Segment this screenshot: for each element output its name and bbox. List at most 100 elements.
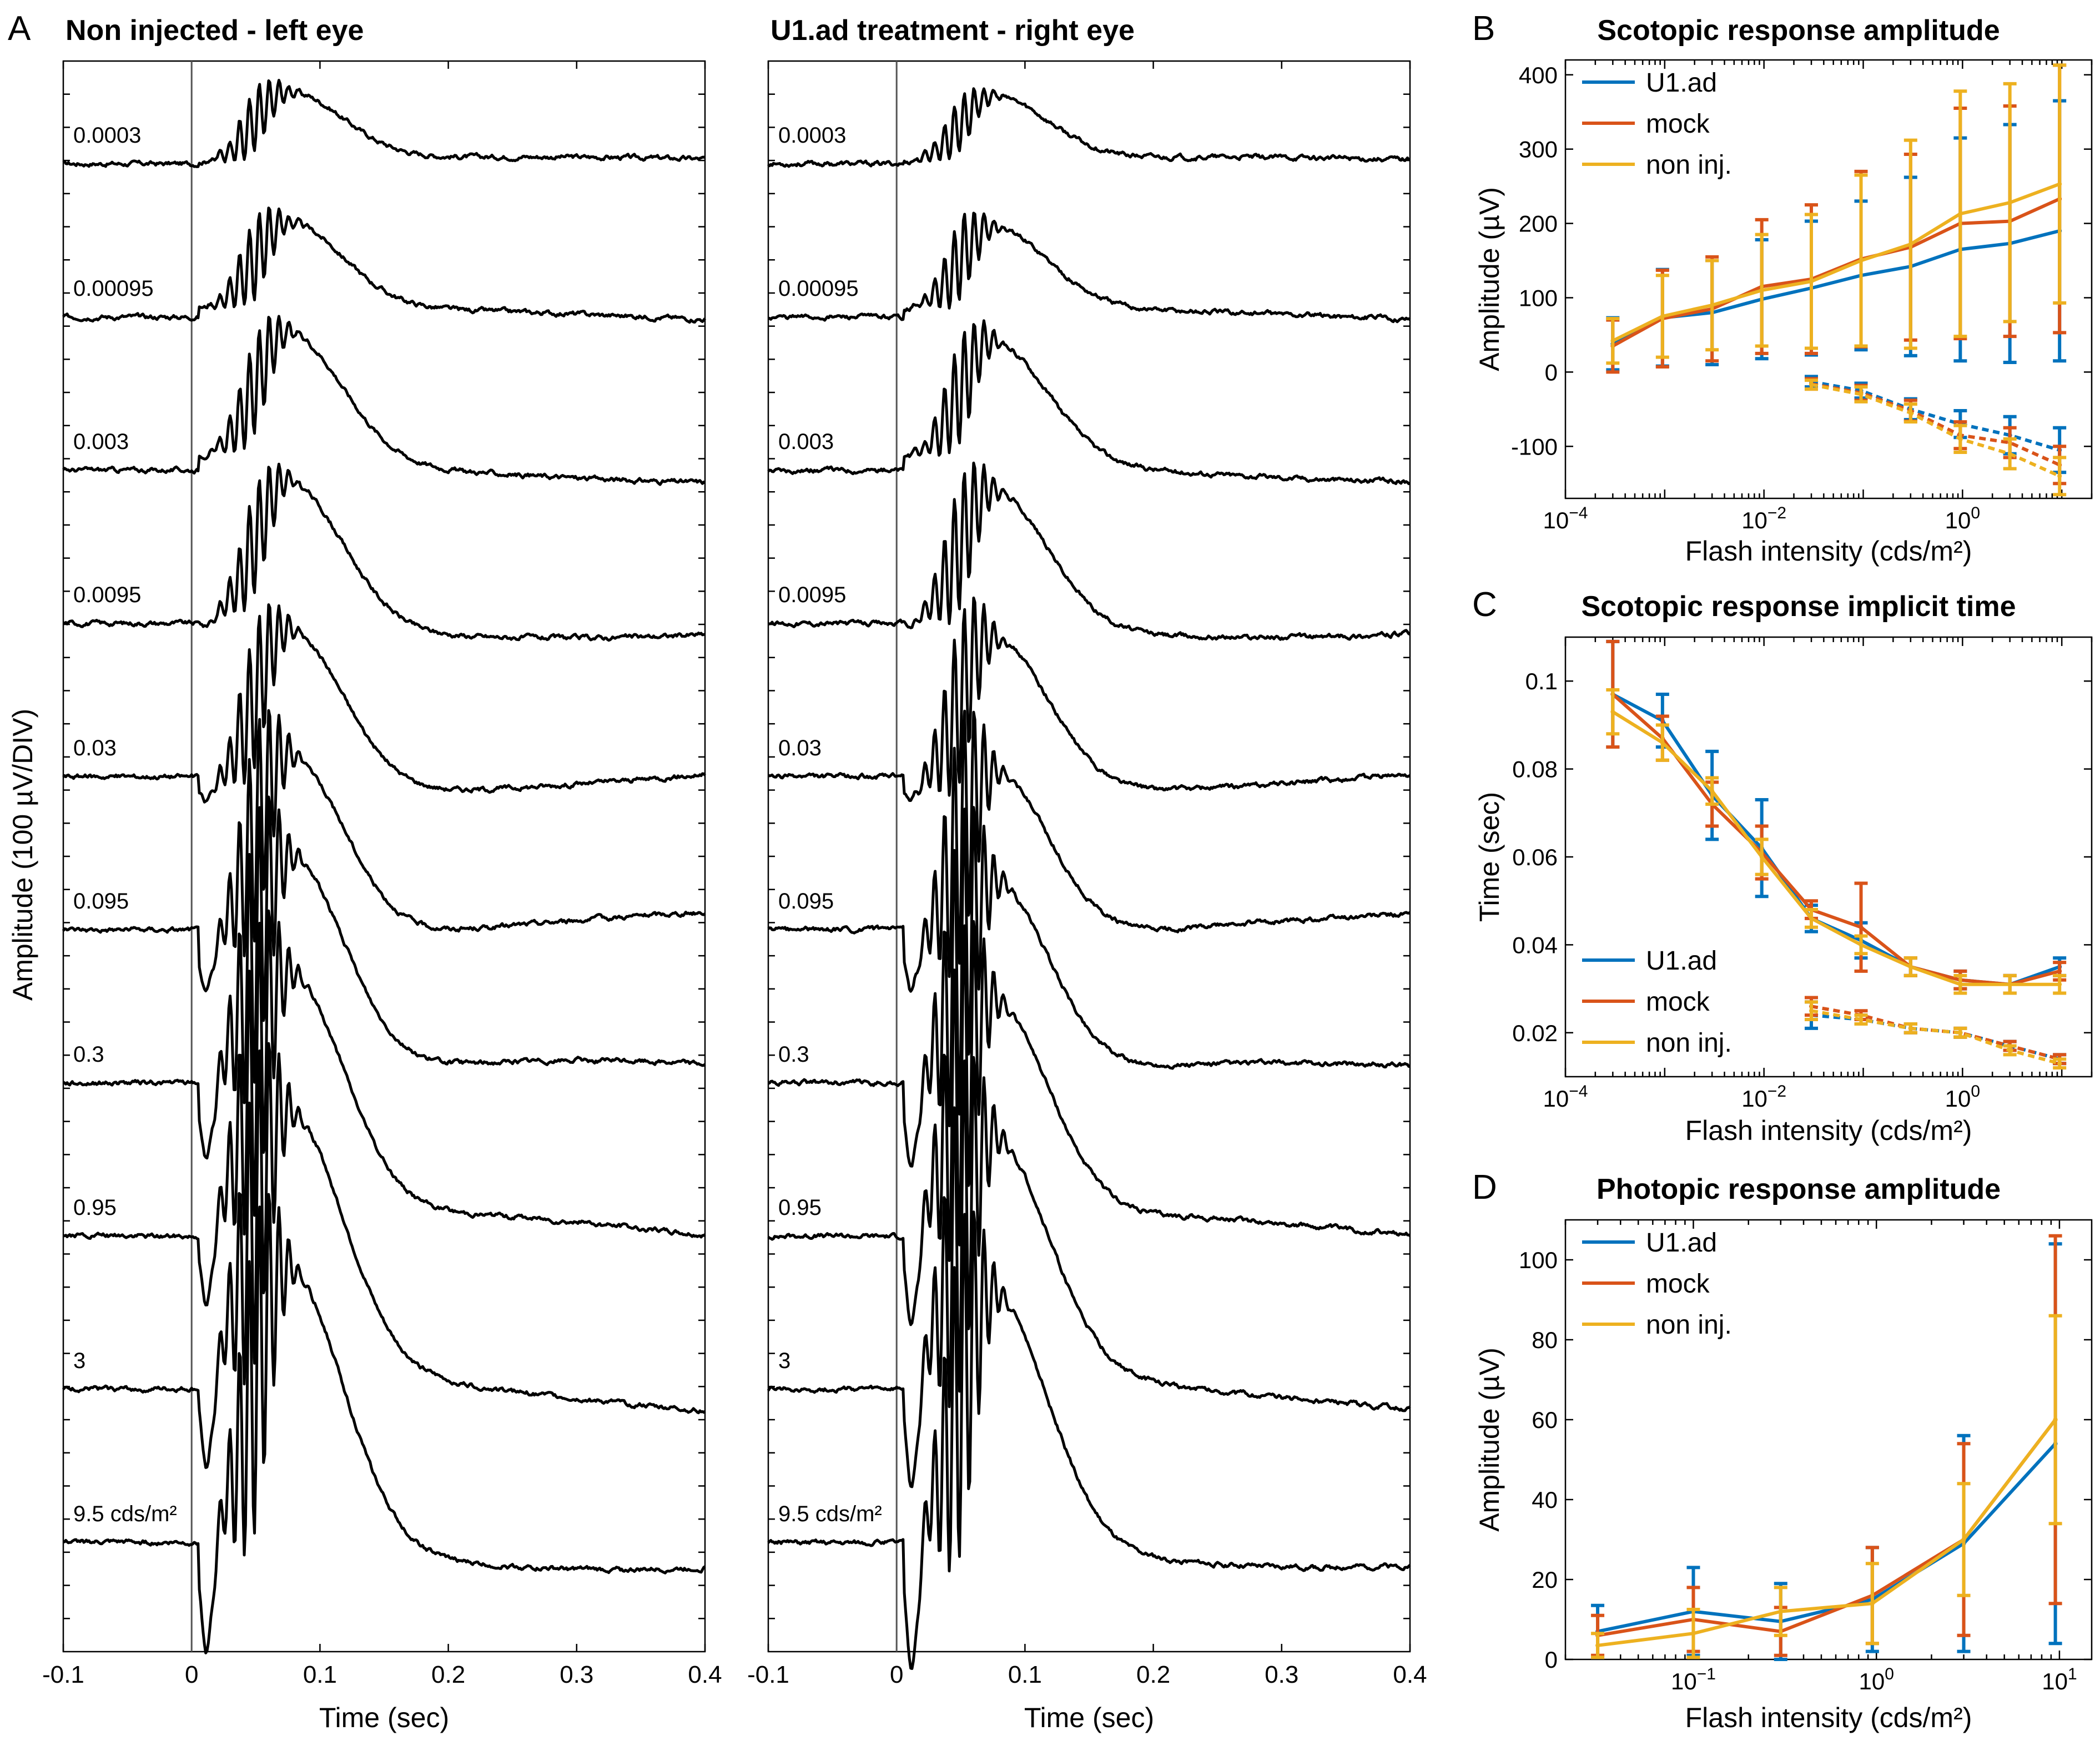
data-point	[1908, 411, 1913, 416]
y-axis-label: Amplitude (µV)	[1474, 1348, 1505, 1532]
series-line	[1611, 710, 2060, 986]
erg-trace	[767, 1056, 1411, 1488]
x-tick-label: 101	[2042, 1665, 2077, 1694]
x-tick-label: -0.1	[42, 1661, 84, 1688]
x-tick-label: 10−4	[1543, 504, 1588, 533]
data-point	[1759, 288, 1764, 293]
erg-trace	[62, 79, 706, 168]
data-point	[1908, 965, 1913, 969]
data-point	[2053, 1417, 2058, 1422]
erg-panel-right: U1.ad treatment - right eye 0.0003 0.0009…	[747, 14, 1427, 1733]
x-tick-label: 0	[185, 1661, 198, 1688]
y-axis-label: Amplitude (µV)	[1474, 187, 1505, 371]
y-tick-label: 80	[1532, 1327, 1558, 1353]
plot-frame	[767, 60, 1411, 1653]
trace-label: 0.95	[778, 1195, 822, 1220]
erg-panel-left: Non injected - left eye 0.00030.000950.0…	[7, 14, 722, 1733]
y-tick-label: -100	[1511, 433, 1558, 460]
legend-label: mock	[1646, 987, 1710, 1017]
chart-title: Scotopic response amplitude	[1597, 14, 2000, 47]
data-point	[1809, 382, 1814, 387]
x-axis-label: Flash intensity (cds/m²)	[1685, 1115, 1972, 1146]
plot-layer: 0 20 40 60 80 100 10−1 100 101	[1519, 1220, 2092, 1694]
trace-label: 0.95	[73, 1195, 117, 1220]
y-tick-label: 0.04	[1512, 932, 1558, 958]
erg-trace	[63, 909, 706, 1306]
y-tick-label: 0	[1545, 1647, 1558, 1673]
y-tick-label: 40	[1532, 1487, 1558, 1513]
panel-letter-a: A	[8, 9, 31, 48]
panel-a-right-title: U1.ad treatment - right eye	[770, 14, 1135, 47]
series-line	[1811, 380, 2061, 452]
erg-trace	[767, 709, 1411, 993]
series-line	[1597, 1442, 2057, 1633]
legend: U1.ad mock non inj.	[1582, 68, 1732, 180]
trace-label: 9.5 cds/m²	[73, 1502, 177, 1526]
erg-trace	[62, 795, 706, 1160]
trace-label: 0.00095	[778, 276, 859, 301]
data-point	[2007, 982, 2012, 987]
x-tick-labels: -0.1 0 0.1 0.2 0.3 0.4	[42, 1661, 722, 1688]
data-point	[1958, 1030, 1963, 1035]
photopic-amplitude-chart: Photopic response amplitude 0 20 40 60 80 100…	[1474, 1173, 2093, 1733]
plot-frame	[62, 60, 706, 1653]
y-tick-label: 60	[1532, 1407, 1558, 1433]
erg-traces	[62, 79, 706, 1654]
data-point	[1660, 314, 1665, 319]
x-tick-label: 0.4	[1393, 1661, 1427, 1688]
trace-label: 0.0003	[73, 123, 141, 148]
series-line	[1611, 693, 2061, 986]
erg-trace	[63, 462, 706, 642]
legend-label: U1.ad	[1646, 68, 1717, 98]
x-tick-label: 0.1	[1008, 1661, 1042, 1688]
data-point	[1859, 942, 1864, 947]
erg-trace	[767, 319, 1411, 486]
erg-trace	[768, 461, 1411, 641]
x-axis-label: Time (sec)	[319, 1702, 449, 1733]
x-tick-label: 10−2	[1741, 1082, 1786, 1112]
trace-label: 3	[778, 1349, 790, 1373]
erg-trace	[62, 315, 706, 486]
data-point	[1859, 1017, 1864, 1022]
series-line	[1597, 1419, 2057, 1647]
data-point	[1778, 1609, 1783, 1614]
erg-trace	[767, 87, 1411, 168]
legend-label: non inj.	[1646, 150, 1732, 180]
erg-trace	[62, 709, 706, 992]
erg-traces	[767, 87, 1411, 1670]
panel-letter-c: C	[1472, 586, 1497, 624]
data-point	[1809, 916, 1814, 921]
data-point	[2057, 181, 2062, 186]
x-tick-label: 0.3	[1265, 1661, 1298, 1688]
y-tick-label: 0.1	[1525, 668, 1558, 694]
y-axis-label: Time (sec)	[1474, 792, 1505, 922]
x-ticks	[62, 61, 706, 1652]
x-tick-label: 10−2	[1741, 504, 1786, 533]
x-tick-label: 0.3	[560, 1661, 593, 1688]
y-tick-label: 0.06	[1512, 844, 1558, 870]
series-line	[1611, 693, 2060, 986]
trace-label: 0.3	[778, 1042, 809, 1067]
x-tick-label: 0.4	[688, 1661, 722, 1688]
scotopic-amplitude-chart: Scotopic response amplitude -100 0 100 200 3…	[1474, 14, 2093, 567]
x-tick-labels: -0.1 0 0.1 0.2 0.3 0.4	[747, 1661, 1427, 1688]
y-tick-label: 0	[1545, 359, 1558, 385]
data-point	[1870, 1601, 1875, 1606]
x-axis-label: Time (sec)	[1024, 1702, 1154, 1733]
series-line	[1611, 229, 2060, 346]
erg-trace	[62, 1042, 706, 1469]
erg-trace	[767, 596, 1411, 802]
data-point	[2057, 1061, 2062, 1066]
data-point	[1710, 789, 1715, 794]
data-point	[1610, 709, 1615, 714]
x-tick-label: 100	[1945, 1082, 1980, 1112]
trace-label: 0.0095	[778, 583, 846, 607]
y-ticks	[63, 93, 705, 1619]
x-tick-label: 0.2	[1136, 1661, 1170, 1688]
panel-letter-b: B	[1472, 9, 1495, 48]
trace-label: 0.03	[73, 736, 117, 760]
series-line	[1611, 182, 2061, 342]
erg-trace	[63, 1193, 706, 1654]
trace-label: 0.0003	[778, 123, 846, 148]
y-tick-label: 400	[1519, 62, 1558, 88]
